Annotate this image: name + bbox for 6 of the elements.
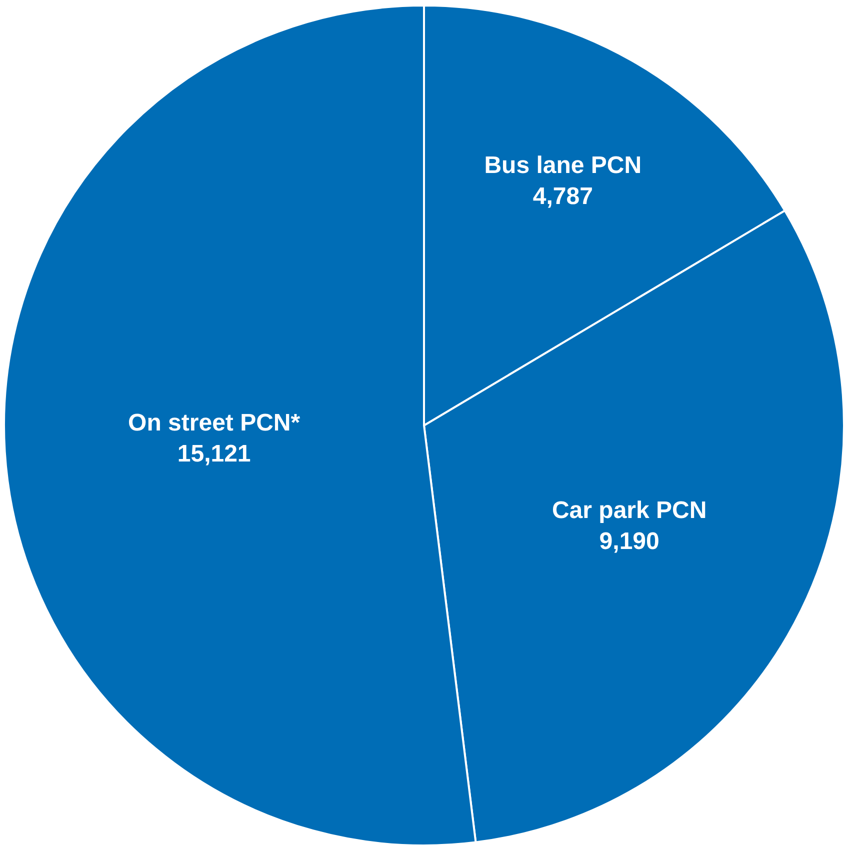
- data-label: 15,121: [177, 440, 251, 468]
- slice-label: On street PCN*: [128, 409, 301, 436]
- slice-label: Bus lane PCN: [484, 152, 642, 180]
- slice-label: Car park PCN: [552, 496, 707, 524]
- data-label: 9,190: [599, 528, 660, 556]
- data-label: 4,787: [532, 183, 593, 210]
